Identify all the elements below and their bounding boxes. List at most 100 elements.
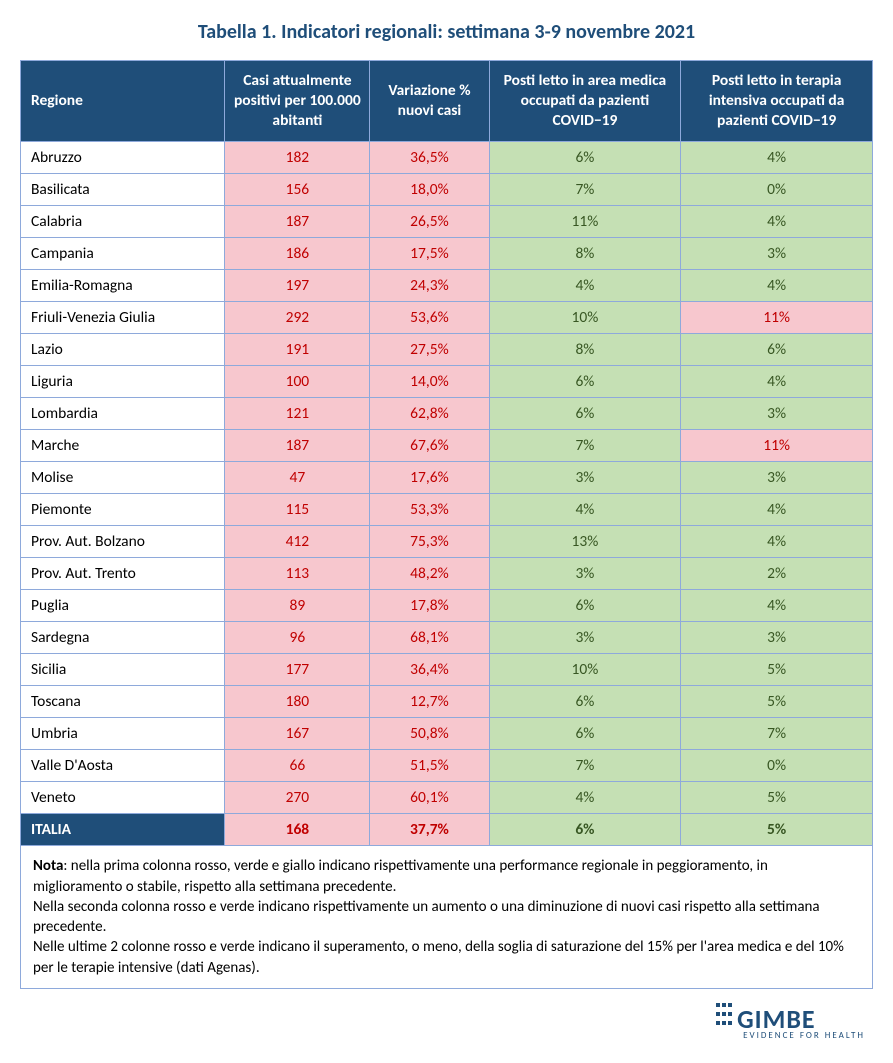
- cell-icu: 5%: [681, 686, 873, 718]
- table-row: Umbria16750,8%6%7%: [21, 718, 873, 750]
- cell-icu: 4%: [681, 366, 873, 398]
- cell-region: Marche: [21, 430, 225, 462]
- cell-icu: 11%: [681, 302, 873, 334]
- cell-region: Friuli-Venezia Giulia: [21, 302, 225, 334]
- cell-icu: 5%: [681, 782, 873, 814]
- cell-region: ITALIA: [21, 814, 225, 846]
- cell-region: Calabria: [21, 206, 225, 238]
- table-row: Basilicata15618,0%7%0%: [21, 174, 873, 206]
- cell-region: Toscana: [21, 686, 225, 718]
- cell-cases: 89: [225, 590, 370, 622]
- cell-icu: 3%: [681, 462, 873, 494]
- logo-subtitle: EVIDENCE FOR HEALTH: [743, 1030, 865, 1041]
- table-row: Sicilia17736,4%10%5%: [21, 654, 873, 686]
- cell-med: 3%: [489, 558, 681, 590]
- cell-cases: 270: [225, 782, 370, 814]
- cell-var: 17,8%: [370, 590, 489, 622]
- table-row: Campania18617,5%8%3%: [21, 238, 873, 270]
- cell-var: 75,3%: [370, 526, 489, 558]
- cell-cases: 191: [225, 334, 370, 366]
- table-row: Marche18767,6%7%11%: [21, 430, 873, 462]
- cell-icu: 0%: [681, 174, 873, 206]
- cell-icu: 0%: [681, 750, 873, 782]
- cell-region: Sardegna: [21, 622, 225, 654]
- cell-med: 8%: [489, 334, 681, 366]
- cell-cases: 168: [225, 814, 370, 846]
- cell-region: Valle D'Aosta: [21, 750, 225, 782]
- cell-cases: 156: [225, 174, 370, 206]
- table-row: Molise4717,6%3%3%: [21, 462, 873, 494]
- cell-med: 6%: [489, 686, 681, 718]
- cell-icu: 4%: [681, 526, 873, 558]
- cell-cases: 182: [225, 142, 370, 174]
- cell-region: Abruzzo: [21, 142, 225, 174]
- cell-region: Liguria: [21, 366, 225, 398]
- cell-var: 53,6%: [370, 302, 489, 334]
- cell-med: 3%: [489, 462, 681, 494]
- cell-var: 60,1%: [370, 782, 489, 814]
- cell-cases: 292: [225, 302, 370, 334]
- table-row: Veneto27060,1%4%5%: [21, 782, 873, 814]
- cell-var: 53,3%: [370, 494, 489, 526]
- cell-cases: 197: [225, 270, 370, 302]
- table-row: Piemonte11553,3%4%4%: [21, 494, 873, 526]
- cell-icu: 2%: [681, 558, 873, 590]
- logo-container: GIMBE EVIDENCE FOR HEALTH: [20, 999, 873, 1043]
- table-row: Prov. Aut. Trento11348,2%3%2%: [21, 558, 873, 590]
- cell-med: 3%: [489, 622, 681, 654]
- logo-dots-icon: [715, 999, 733, 1026]
- cell-var: 50,8%: [370, 718, 489, 750]
- cell-cases: 47: [225, 462, 370, 494]
- cell-med: 6%: [489, 398, 681, 430]
- cell-med: 6%: [489, 814, 681, 846]
- cell-cases: 186: [225, 238, 370, 270]
- table-row: Liguria10014,0%6%4%: [21, 366, 873, 398]
- col-header-region: Regione: [21, 61, 225, 142]
- cell-icu: 11%: [681, 430, 873, 462]
- cell-icu: 6%: [681, 334, 873, 366]
- cell-region: Emilia-Romagna: [21, 270, 225, 302]
- cell-med: 7%: [489, 750, 681, 782]
- table-row: Prov. Aut. Bolzano41275,3%13%4%: [21, 526, 873, 558]
- cell-cases: 180: [225, 686, 370, 718]
- col-header-var: Variazione % nuovi casi: [370, 61, 489, 142]
- cell-cases: 96: [225, 622, 370, 654]
- cell-cases: 412: [225, 526, 370, 558]
- table-row: Friuli-Venezia Giulia29253,6%10%11%: [21, 302, 873, 334]
- cell-var: 36,4%: [370, 654, 489, 686]
- cell-region: Sicilia: [21, 654, 225, 686]
- table-row: Toscana18012,7%6%5%: [21, 686, 873, 718]
- cell-cases: 115: [225, 494, 370, 526]
- col-header-icu: Posti letto in terapia intensiva occupat…: [681, 61, 873, 142]
- cell-med: 4%: [489, 270, 681, 302]
- cell-icu: 3%: [681, 398, 873, 430]
- cell-med: 13%: [489, 526, 681, 558]
- cell-cases: 187: [225, 430, 370, 462]
- cell-med: 4%: [489, 782, 681, 814]
- cell-var: 36,5%: [370, 142, 489, 174]
- cell-med: 6%: [489, 366, 681, 398]
- cell-med: 10%: [489, 302, 681, 334]
- cell-med: 7%: [489, 174, 681, 206]
- table-row: Abruzzo18236,5%6%4%: [21, 142, 873, 174]
- table-row: Valle D'Aosta6651,5%7%0%: [21, 750, 873, 782]
- cell-icu: 7%: [681, 718, 873, 750]
- cell-med: 4%: [489, 494, 681, 526]
- cell-med: 11%: [489, 206, 681, 238]
- cell-region: Campania: [21, 238, 225, 270]
- table-body: Abruzzo18236,5%6%4%Basilicata15618,0%7%0…: [21, 142, 873, 846]
- cell-med: 7%: [489, 430, 681, 462]
- cell-var: 18,0%: [370, 174, 489, 206]
- cell-region: Umbria: [21, 718, 225, 750]
- cell-cases: 187: [225, 206, 370, 238]
- cell-var: 26,5%: [370, 206, 489, 238]
- table-row: Emilia-Romagna19724,3%4%4%: [21, 270, 873, 302]
- indicators-table: RegioneCasi attualmente positivi per 100…: [20, 60, 873, 846]
- cell-med: 8%: [489, 238, 681, 270]
- cell-icu: 4%: [681, 206, 873, 238]
- cell-var: 24,3%: [370, 270, 489, 302]
- table-total-row: ITALIA16837,7%6%5%: [21, 814, 873, 846]
- cell-cases: 100: [225, 366, 370, 398]
- gimbe-logo: GIMBE EVIDENCE FOR HEALTH: [715, 999, 865, 1041]
- cell-med: 6%: [489, 590, 681, 622]
